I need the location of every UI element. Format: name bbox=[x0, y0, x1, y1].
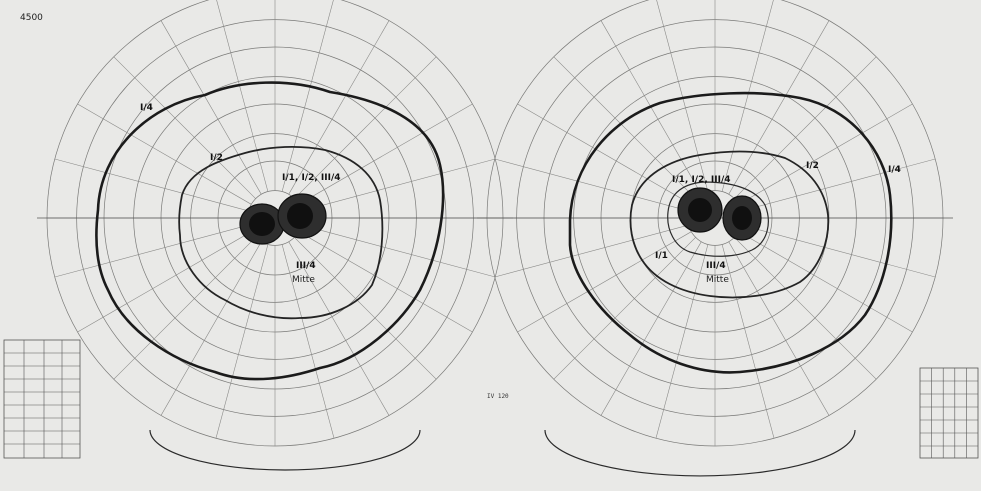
grid-meridian bbox=[298, 231, 473, 333]
grid-meridian bbox=[721, 244, 775, 439]
center-code: IV 120 bbox=[487, 393, 509, 400]
grid-meridian bbox=[288, 241, 390, 416]
right-scotoma-label-bottom: III/4 bbox=[706, 261, 726, 271]
left-calibration-table bbox=[3, 339, 81, 459]
grid-meridian bbox=[77, 103, 252, 205]
right-scotoma-label-note: Mitte bbox=[706, 275, 729, 285]
right-outer-isopter bbox=[568, 91, 893, 374]
left-scotoma-label-note: Mitte bbox=[292, 275, 315, 285]
right-scotoma-2-core bbox=[732, 206, 752, 230]
grid-meridian bbox=[553, 237, 696, 380]
left-eye-polar-grid bbox=[37, 0, 513, 447]
grid-meridian bbox=[113, 237, 256, 380]
right-scotoma-label-top: I/1, I/2, III/4 bbox=[672, 175, 731, 185]
grid-meridian bbox=[741, 158, 936, 212]
right-isopter-label-inner: I/1 bbox=[655, 251, 668, 261]
grid-meridian bbox=[77, 231, 252, 333]
grid-meridian bbox=[216, 0, 269, 192]
grid-meridian bbox=[301, 158, 496, 212]
grid-meridian bbox=[728, 241, 830, 416]
grid-meridian bbox=[721, 0, 774, 192]
grid-meridian bbox=[113, 56, 256, 199]
grid-meridian bbox=[294, 56, 437, 199]
grid-meridian bbox=[215, 244, 269, 439]
grid-meridian bbox=[54, 224, 249, 278]
grid-meridian bbox=[54, 158, 249, 212]
left-scotoma-1-core bbox=[249, 212, 275, 236]
grid-meridian bbox=[734, 56, 877, 199]
grid-meridian bbox=[738, 103, 913, 205]
grid-meridian bbox=[517, 231, 692, 333]
grid-meridian bbox=[288, 20, 390, 195]
grid-meridian bbox=[738, 231, 913, 333]
left-scotoma-label-bottom: III/4 bbox=[296, 261, 316, 271]
left-isopter-label-middle: I/2 bbox=[210, 153, 223, 163]
grid-meridian bbox=[600, 241, 702, 416]
grid-meridian bbox=[656, 0, 709, 192]
right-middle-isopter bbox=[629, 150, 830, 299]
grid-meridian bbox=[655, 244, 709, 439]
grid-meridian bbox=[741, 224, 936, 278]
grid-meridian bbox=[517, 103, 692, 205]
grid-meridian bbox=[553, 56, 696, 199]
grid-meridian bbox=[281, 244, 335, 439]
grid-meridian bbox=[160, 241, 262, 416]
left-isopter-label-outer: I/4 bbox=[140, 103, 153, 113]
left-outer-isopter bbox=[95, 81, 445, 381]
right-isopter-label-outer: I/4 bbox=[888, 165, 901, 175]
right-isopter-label-middle: I/2 bbox=[806, 161, 819, 171]
right-bottom-arc bbox=[544, 429, 856, 477]
left-scotoma-label-top: I/1, I/2, III/4 bbox=[282, 173, 341, 183]
grid-meridian bbox=[494, 224, 689, 278]
grid-meridian bbox=[734, 237, 877, 380]
grid-meridian bbox=[728, 20, 830, 195]
left-middle-isopter bbox=[178, 145, 384, 320]
grid-meridian bbox=[281, 0, 334, 192]
grid-meridian bbox=[298, 103, 473, 205]
left-scotoma-2-core bbox=[287, 203, 313, 229]
grid-meridian bbox=[494, 158, 689, 212]
grid-meridian bbox=[294, 237, 437, 380]
right-inner-isopter bbox=[667, 181, 769, 257]
left-bottom-arc bbox=[149, 429, 421, 471]
header-code: 4500 bbox=[20, 13, 43, 23]
right-calibration-grid bbox=[919, 367, 979, 459]
grid-meridian bbox=[160, 20, 262, 195]
right-scotoma-1-core bbox=[688, 198, 712, 222]
grid-meridian bbox=[301, 224, 496, 278]
